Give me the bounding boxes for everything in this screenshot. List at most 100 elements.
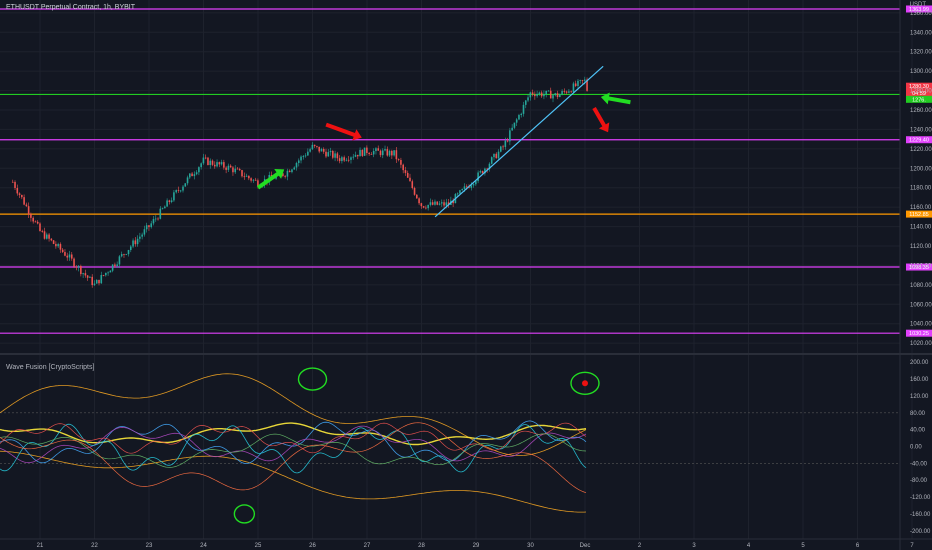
candle-body xyxy=(409,177,411,182)
candle-body xyxy=(581,80,584,81)
osc-tick-label: 80.00 xyxy=(910,411,926,417)
osc-series-line xyxy=(0,373,587,456)
candle-body xyxy=(554,93,557,96)
candle-body xyxy=(236,168,239,170)
candle-body xyxy=(484,168,486,174)
candle-body xyxy=(202,157,205,164)
price-tick-label: 1180.00 xyxy=(910,186,932,192)
candle-body xyxy=(307,151,309,156)
candle-body xyxy=(295,162,298,168)
candle-body xyxy=(552,95,554,99)
candle-body xyxy=(452,200,454,204)
candle-body xyxy=(509,130,511,142)
candle-body xyxy=(515,119,518,123)
candle-body xyxy=(345,159,348,161)
time-tick-label: 5 xyxy=(801,543,805,549)
price-tick-label: 1220.00 xyxy=(910,147,932,153)
candle-body xyxy=(11,181,14,183)
indicator-title[interactable]: Wave Fusion [CryptoScripts] xyxy=(6,364,95,371)
candle-body xyxy=(100,275,103,284)
arrow-shape xyxy=(325,122,362,141)
candle-body xyxy=(375,148,377,152)
candle-body xyxy=(513,122,516,128)
candle-body xyxy=(300,156,302,161)
level-label: 04:59 xyxy=(912,91,926,97)
candle-body xyxy=(363,147,366,156)
price-tick-label: 1140.00 xyxy=(910,225,932,231)
candle-body xyxy=(218,162,221,165)
symbol-title[interactable]: ETHUSDT Perpetual Contract, 1h, BYBIT xyxy=(6,4,136,11)
candle-body xyxy=(334,153,336,158)
candle-body xyxy=(577,80,579,87)
candle-body xyxy=(288,170,291,173)
candle-body xyxy=(18,193,21,195)
level-label-box xyxy=(906,5,932,13)
price-tick-label: 1060.00 xyxy=(910,302,932,308)
candle-body xyxy=(459,190,461,194)
time-tick-label: 22 xyxy=(91,543,98,549)
candle-body xyxy=(293,167,296,170)
candle-body xyxy=(173,192,175,201)
candle-body xyxy=(116,264,118,267)
candle-body xyxy=(179,190,182,192)
price-tick-label: 1080.00 xyxy=(910,283,932,289)
candle-body xyxy=(311,144,314,150)
candle-body xyxy=(556,93,559,98)
osc-series-line xyxy=(0,422,587,494)
candle-body xyxy=(504,140,507,148)
candle-body xyxy=(150,223,153,228)
candle-body xyxy=(545,90,547,95)
price-tick-label: 1360.00 xyxy=(910,11,932,17)
price-tick-label: 1040.00 xyxy=(910,322,932,328)
candle-body xyxy=(586,79,588,91)
osc-circle-annotation xyxy=(233,504,256,524)
osc-circle-annotation xyxy=(570,371,600,395)
level-label: 1276. xyxy=(912,97,926,103)
candle-body xyxy=(422,206,425,208)
time-tick-label: 7 xyxy=(910,543,914,549)
candle-body xyxy=(468,187,470,188)
candle-body xyxy=(177,190,180,191)
level-label: 1280.30 xyxy=(909,84,929,90)
candle-body xyxy=(320,149,323,152)
candle-body xyxy=(27,206,30,215)
candle-body xyxy=(322,149,325,152)
candle-body xyxy=(77,265,80,268)
candle-body xyxy=(95,279,98,284)
candle-body xyxy=(472,184,475,186)
candle-body xyxy=(98,279,100,284)
candle-body xyxy=(416,194,418,199)
candle-body xyxy=(243,176,246,178)
candle-body xyxy=(309,149,311,152)
candle-body xyxy=(114,264,116,267)
candle-body xyxy=(170,200,173,203)
candle-body xyxy=(61,249,64,253)
candle-body xyxy=(493,153,495,158)
candle-body xyxy=(304,155,307,157)
candle-body xyxy=(248,175,250,179)
level-label-box xyxy=(906,82,932,90)
candle-body xyxy=(93,283,96,286)
candle-body xyxy=(25,204,28,207)
candle-body xyxy=(234,168,237,173)
candle-body xyxy=(343,157,345,161)
level-label: 1363.99 xyxy=(909,7,929,13)
candle-body xyxy=(139,236,141,239)
candle-body xyxy=(372,151,375,155)
candle-body xyxy=(34,221,37,223)
candle-body xyxy=(284,175,286,177)
level-label: 1030.25 xyxy=(909,331,929,337)
candle-body xyxy=(500,146,502,152)
candle-body xyxy=(568,91,570,93)
candle-body xyxy=(105,272,107,276)
level-label: 1098.35 xyxy=(909,265,929,271)
arrow-shape xyxy=(600,92,631,105)
candle-body xyxy=(302,156,305,157)
osc-series-line xyxy=(0,433,587,468)
candle-body xyxy=(200,163,202,168)
candle-body xyxy=(366,147,368,153)
osc-series-line xyxy=(0,420,587,464)
candle-body xyxy=(404,170,407,173)
